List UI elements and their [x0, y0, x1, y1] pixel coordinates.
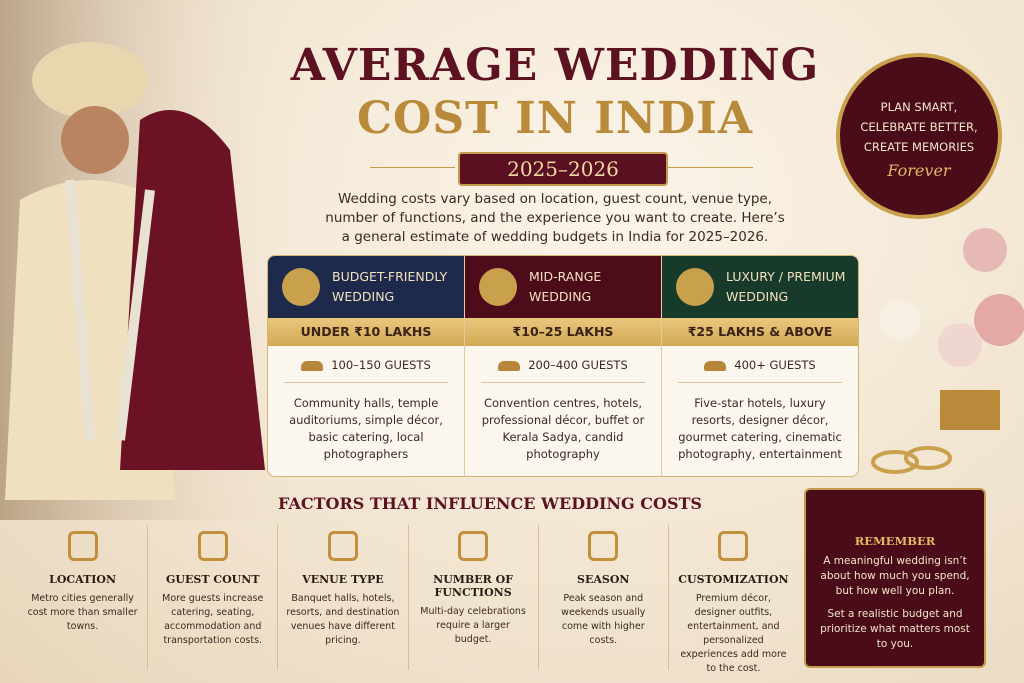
- factor-text: Multi-day celebrations require a larger …: [420, 606, 526, 645]
- divider: [370, 167, 455, 168]
- tier-name: WEDDING: [726, 289, 789, 304]
- tier-guests: 100–150 GUESTS: [284, 358, 448, 383]
- badge-line: CELEBRATE BETTER,: [860, 120, 978, 134]
- factor: VENUE TYPE Banquet halls, hotels, resorts…: [278, 525, 409, 670]
- factor-name: LOCATION: [49, 573, 117, 586]
- icon: [458, 531, 489, 561]
- factor: SEASON Peak season and weekends usually c…: [539, 525, 669, 670]
- factor: NUMBER OF FUNCTIONS Multi-day celebration…: [409, 525, 539, 670]
- tier-name: WEDDING: [529, 289, 592, 304]
- tier-name: LUXURY / PREMIUM: [726, 269, 846, 284]
- icon: [676, 268, 714, 306]
- tier-guests: 200–400 GUESTS: [481, 358, 645, 383]
- tier: LUXURY / PREMIUM WEDDING ₹25 LAKHS & ABOV…: [662, 256, 858, 476]
- badge-line: CREATE MEMORIES: [863, 140, 975, 154]
- factor-list: LOCATION Metro cities generally cost more…: [18, 525, 798, 674]
- factor-text: Premium décor, designer outfits, enterta…: [680, 593, 787, 674]
- badge-line: PLAN SMART,: [880, 100, 958, 114]
- remember-title: REMEMBER: [854, 534, 936, 548]
- icon: [479, 268, 517, 306]
- factor-text: More guests increase catering, seating, …: [162, 593, 264, 646]
- tier-price: ₹25 LAKHS & ABOVE: [662, 318, 858, 346]
- divider: [668, 167, 753, 168]
- factor-text: Peak season and weekends usually come wi…: [561, 593, 646, 646]
- title: AVERAGE WEDDING: [290, 40, 820, 91]
- factor: CUSTOMIZATION Premium décor, designer out…: [669, 525, 798, 674]
- tier-name: WEDDING: [332, 289, 395, 304]
- factor-text: Metro cities generally cost more than sm…: [27, 593, 138, 632]
- flowers: [871, 228, 1024, 474]
- tier-details: Community halls, temple auditoriums, sim…: [289, 396, 443, 461]
- section-title: FACTORS THAT INFLUENCE WEDDING COSTS: [278, 494, 702, 513]
- tier-table: BUDGET-FRIENDLY WEDDING UNDER ₹10 LAKHS 1…: [267, 255, 859, 477]
- tier-header: BUDGET-FRIENDLY WEDDING: [268, 256, 464, 318]
- tier-details: Five-star hotels, luxury resorts, design…: [678, 396, 842, 461]
- bride-outfit: [120, 110, 265, 470]
- factor-name: SEASON: [577, 573, 630, 586]
- tier-header: LUXURY / PREMIUM WEDDING: [662, 256, 858, 318]
- factor: LOCATION Metro cities generally cost more…: [18, 525, 149, 670]
- tier-price: UNDER ₹10 LAKHS: [268, 318, 464, 346]
- garland: [65, 179, 155, 441]
- tier-header: MID-RANGE WEDDING: [465, 256, 661, 318]
- remember-box: REMEMBER A meaningful wedding isn’t abou…: [804, 488, 986, 668]
- icon: [327, 531, 358, 561]
- icon: [588, 531, 619, 561]
- factor: GUEST COUNT More guests increase catering…: [148, 525, 279, 670]
- tier: BUDGET-FRIENDLY WEDDING UNDER ₹10 LAKHS 1…: [268, 256, 465, 476]
- icon: [282, 268, 320, 306]
- badge-script: Forever: [887, 161, 951, 180]
- factor-text: Banquet halls, hotels, resorts, and dest…: [286, 593, 400, 646]
- icon: [67, 531, 98, 561]
- turban: [32, 42, 148, 118]
- tier-name: BUDGET-FRIENDLY: [332, 269, 448, 284]
- tier: MID-RANGE WEDDING ₹10–25 LAKHS 200–400 GU…: [465, 256, 662, 476]
- tier-name: MID-RANGE: [529, 269, 602, 284]
- year-banner: 2025–2026: [458, 152, 668, 186]
- icon: [197, 531, 228, 561]
- badge: PLAN SMART, CELEBRATE BETTER, CREATE MEM…: [836, 53, 1002, 219]
- intro-text: Wedding costs vary based on location, gu…: [325, 191, 785, 245]
- factor-name: CUSTOMIZATION: [678, 573, 789, 586]
- tier-guests: 400+ GUESTS: [678, 358, 842, 383]
- tier-price: ₹10–25 LAKHS: [465, 318, 661, 346]
- title: COST IN INDIA: [357, 93, 753, 144]
- icon: [718, 531, 749, 561]
- factor-name: GUEST COUNT: [166, 573, 260, 586]
- groom-face: [61, 106, 129, 174]
- factor-name: VENUE TYPE: [302, 573, 384, 586]
- remember-text: A meaningful wedding isn’t about how muc…: [820, 555, 970, 597]
- tier-details: Convention centres, hotels, professional…: [481, 396, 645, 461]
- remember-text: Set a realistic budget and prioritize wh…: [820, 608, 970, 650]
- factor-name: NUMBER OF FUNCTIONS: [433, 573, 514, 599]
